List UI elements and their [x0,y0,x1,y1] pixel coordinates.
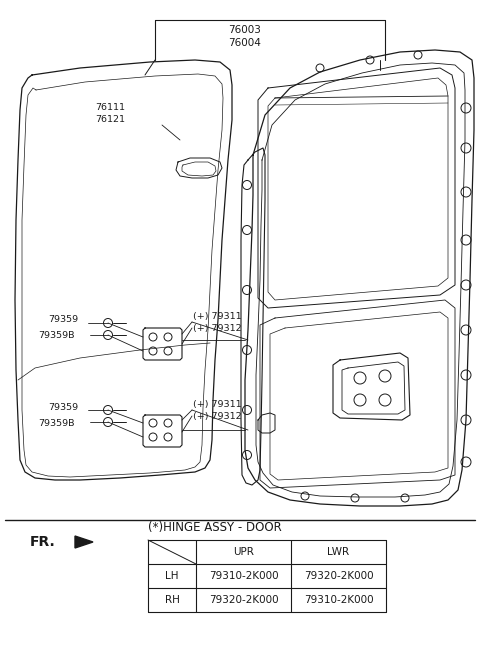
Text: 79320-2K000: 79320-2K000 [209,595,278,605]
Text: (*)HINGE ASSY - DOOR: (*)HINGE ASSY - DOOR [148,520,282,533]
Text: 76004: 76004 [228,38,262,48]
Text: 79359B: 79359B [38,331,74,340]
Text: 76121: 76121 [95,115,125,125]
Text: (+) 79311: (+) 79311 [193,312,241,321]
Text: 76003: 76003 [228,25,262,35]
Text: 76111: 76111 [95,104,125,112]
Text: 79359: 79359 [48,403,78,413]
Text: 79320-2K000: 79320-2K000 [304,571,373,581]
Text: LH: LH [165,571,179,581]
Text: 79359B: 79359B [38,419,74,428]
Text: UPR: UPR [233,547,254,557]
Text: (+) 79311: (+) 79311 [193,400,241,409]
Text: (+) 79312: (+) 79312 [193,411,241,420]
Text: 79310-2K000: 79310-2K000 [304,595,373,605]
Text: (+) 79312: (+) 79312 [193,323,241,333]
Text: LWR: LWR [327,547,349,557]
Text: FR.: FR. [30,535,56,549]
Text: RH: RH [165,595,180,605]
Text: 79359: 79359 [48,316,78,325]
Text: 79310-2K000: 79310-2K000 [209,571,278,581]
Polygon shape [75,536,93,548]
